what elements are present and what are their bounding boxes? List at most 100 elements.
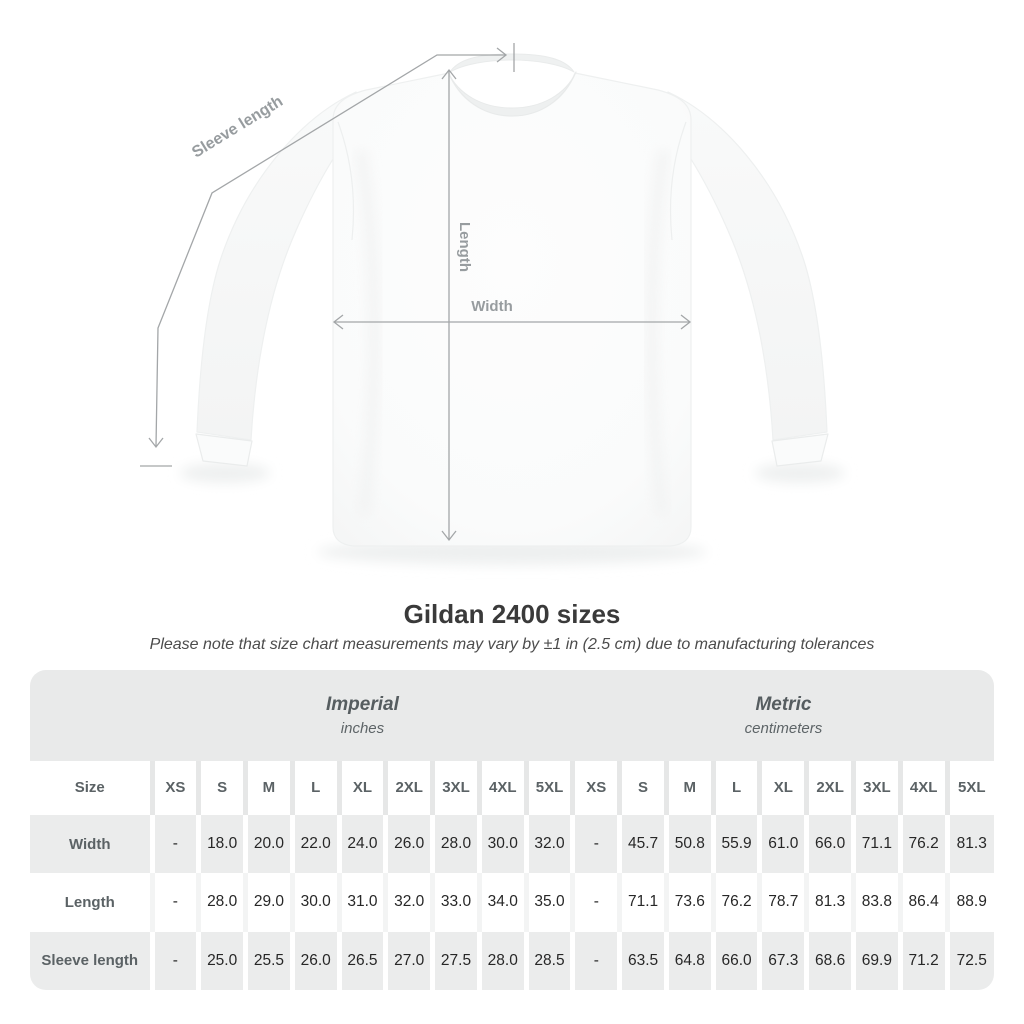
row-label: Width [68,835,111,853]
value-cell: 72.5 [944,931,994,990]
value-cell: - [149,814,199,874]
value-cell: 18.0 [196,814,246,874]
value-cell: 83.8 [850,873,901,932]
size-col-header: XL [336,760,386,815]
value-cell: - [570,873,620,932]
unit-header-row: Imperial inches Metric centimeters [30,670,994,761]
size-col-header: 3XL [850,760,901,815]
imperial-sublabel: inches [340,719,385,737]
page-title: Gildan 2400 sizes [403,599,621,629]
value-cell: 63.5 [617,931,667,990]
sleeve-length-line [140,43,515,467]
imperial-label: Imperial [326,693,399,715]
value-cell: - [570,931,620,990]
size-col-header: XL [757,760,807,815]
right-cuff [771,433,829,467]
left-sleeve [196,91,369,441]
value-cell: 28.5 [523,931,573,990]
value-cell: 26.0 [289,931,340,990]
size-col-header: 2XL [804,760,854,815]
value-cell: 71.1 [850,814,901,874]
shirt-graphic [195,53,829,547]
value-cell: 30.0 [476,814,527,874]
value-cell: 28.0 [196,873,246,932]
value-cell: - [570,814,620,874]
size-header-row: Size XS S M L XL 2XL 3XL 4XL 5XL XS S M L XL 2XL 3XL 4XL… [30,760,994,815]
size-col-header: 3XL [430,760,480,815]
value-cell: 22.0 [289,814,340,874]
value-cell: 67.3 [757,931,807,990]
value-cell: 61.0 [757,814,807,874]
value-cell: 71.2 [897,931,948,990]
value-cell: 81.3 [804,873,854,932]
value-cell: 81.3 [944,814,994,874]
value-cell: 27.5 [430,931,480,990]
size-col-header: L [289,760,340,815]
size-col-header: XS [149,760,199,815]
measurement-lines [140,43,692,542]
value-cell: 26.0 [383,814,433,874]
value-cell: 33.0 [430,873,480,932]
value-cell: 55.9 [710,814,760,874]
size-col-header: M [243,760,293,815]
value-cell: 26.5 [336,931,386,990]
value-cell: 45.7 [617,814,667,874]
value-cell: 68.6 [804,931,854,990]
value-cell: 76.2 [710,873,760,932]
value-cell: 32.0 [383,873,433,932]
size-col-header: XS [570,760,620,815]
size-table-container: Imperial inches Metric centimeters Size … [30,670,994,990]
size-col-header: M [663,760,714,815]
value-cell: 73.6 [663,873,714,932]
value-cell: 29.0 [243,873,293,932]
metric-label: Metric [755,693,812,715]
unit-header-metric: Metric centimeters [573,670,994,761]
row-label: Sleeve length [41,952,139,970]
value-cell: - [149,931,199,990]
value-cell: 31.0 [336,873,386,932]
value-cell: - [149,873,199,932]
size-col-header: 2XL [383,760,433,815]
size-header-cell: Size [74,779,105,797]
value-cell: 20.0 [243,814,293,874]
value-cell: 66.0 [710,931,760,990]
table-row: Length -28.0 29.0 30.0 31.0 32.0 33.0 34.0 35.0-… [30,873,994,932]
sleeve-length-label: Sleeve length [189,93,286,161]
value-cell: 86.4 [897,873,948,932]
metric-sublabel: centimeters [744,719,823,737]
value-cell: 24.0 [336,814,386,874]
value-cell: 25.0 [196,931,246,990]
value-cell: 28.0 [430,814,480,874]
value-cell: 30.0 [289,873,340,932]
size-col-header: L [710,760,760,815]
value-cell: 35.0 [523,873,573,932]
collar-back [449,53,575,73]
value-cell: 28.0 [476,931,527,990]
value-cell: 69.9 [850,931,901,990]
size-col-header: 5XL [944,760,994,815]
value-cell: 88.9 [944,873,994,932]
size-col-header: 4XL [476,760,527,815]
size-col-header: 4XL [897,760,948,815]
length-label: Length [456,222,473,272]
value-cell: 78.7 [757,873,807,932]
collar-front [447,71,577,117]
unit-header-imperial: Imperial inches [152,670,573,761]
value-cell: 66.0 [804,814,854,874]
right-sleeve [655,91,828,441]
page-subtitle: Please note that size chart measurements… [149,636,875,653]
value-cell: 50.8 [663,814,714,874]
width-line [332,314,692,330]
table-row: Sleeve length -25.0 25.5 26.0 26.5 27.0 27.5 28… [30,931,994,990]
table-row: Width -18.0 20.0 22.0 24.0 26.0 28.0 30.0 32.0-4… [30,814,994,874]
size-col-header: S [196,760,246,815]
length-line [441,68,457,542]
value-cell: 34.0 [476,873,527,932]
value-cell: 76.2 [897,814,948,874]
value-cell: 32.0 [523,814,573,874]
size-col-header: 5XL [523,760,573,815]
size-col-header: S [617,760,667,815]
value-cell: 64.8 [663,931,714,990]
left-cuff [195,433,253,467]
